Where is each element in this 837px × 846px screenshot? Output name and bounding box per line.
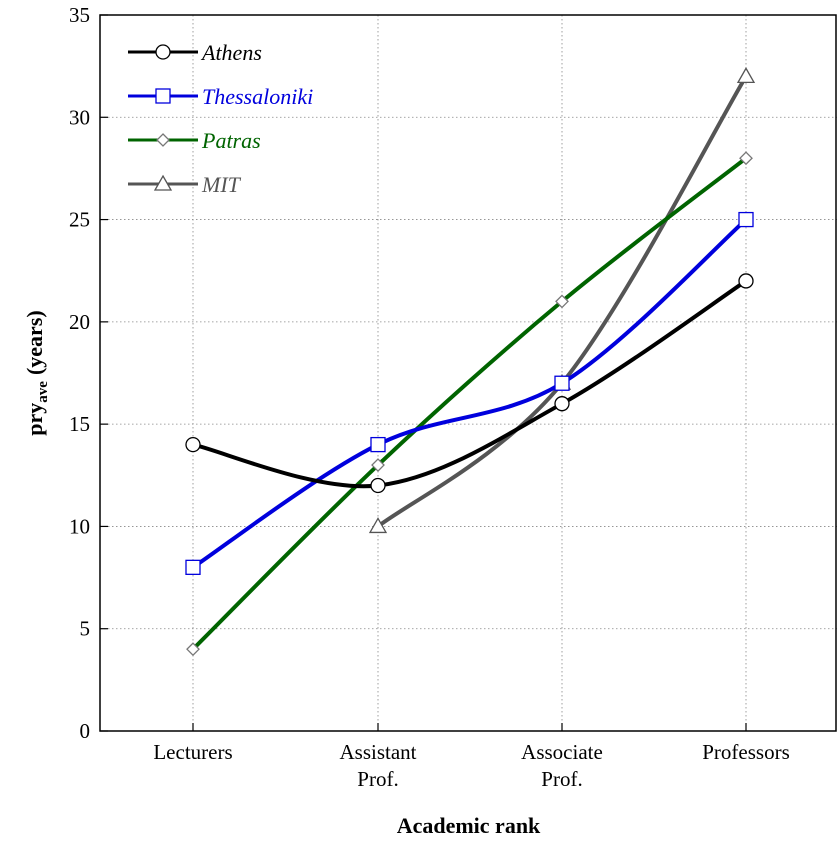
legend-marker [155, 88, 171, 104]
data-point-marker [185, 559, 201, 575]
x-tick-label: Assistant Prof. [339, 740, 416, 791]
y-axis-title-subscript: ave [35, 381, 51, 403]
y-tick-label: 10 [69, 514, 90, 538]
legend-marker [155, 44, 171, 60]
y-tick-label: 5 [80, 617, 91, 641]
series-thessaloniki [185, 211, 754, 575]
data-point-marker [185, 436, 201, 453]
legend-item: MIT [128, 172, 242, 197]
legend-label: MIT [201, 172, 242, 197]
grid-lines [100, 15, 837, 731]
legend-item: Athens [128, 40, 262, 65]
y-tick-label: 0 [80, 719, 91, 743]
x-tick-label: Associate Prof. [521, 740, 603, 791]
x-axis-title: Academic rank [397, 813, 541, 838]
data-point-marker [370, 477, 386, 494]
legend-marker [156, 133, 170, 147]
series-line [191, 217, 748, 570]
plot-frame [99, 14, 837, 732]
x-tick-label: Professors [702, 740, 790, 764]
legend-item: Thessaloniki [128, 84, 313, 109]
series-line [191, 278, 748, 489]
legend-marker [153, 174, 173, 191]
data-point-marker [555, 294, 569, 309]
x-axis-ticks: Lecturers Assistant Prof. Associate Prof. Pro… [153, 723, 790, 791]
data-point-marker [554, 375, 570, 391]
legend-item: Patras [128, 128, 261, 153]
x-tick-label: Lecturers [153, 740, 232, 764]
series-layer [185, 67, 756, 657]
series-athens [185, 273, 754, 494]
y-axis-title: pryave (years) [22, 310, 51, 435]
legend-label: Patras [201, 128, 261, 153]
y-tick-label: 15 [69, 412, 90, 436]
series-patras [186, 151, 753, 657]
y-axis-ticks: 0 5 10 15 20 25 30 35 [69, 3, 108, 743]
data-point-marker [554, 396, 570, 412]
data-point-marker [186, 642, 200, 657]
data-point-marker [736, 67, 756, 84]
y-tick-label: 35 [69, 3, 90, 27]
data-point-marker [738, 211, 754, 228]
legend-label: Athens [200, 40, 262, 65]
y-tick-label: 20 [69, 310, 90, 334]
legend-label: Thessaloniki [202, 84, 313, 109]
data-point-marker [370, 436, 386, 453]
y-tick-label: 30 [69, 105, 90, 129]
data-point-marker [368, 517, 388, 534]
y-axis-title-suffix: (years) [22, 310, 47, 375]
y-tick-label: 25 [69, 208, 90, 232]
legend: Athens Thessaloniki Patras MIT [128, 40, 313, 197]
y-axis-title-main: pry [22, 403, 47, 436]
data-point-marker [738, 273, 754, 289]
data-point-marker [739, 151, 753, 166]
data-point-marker [371, 458, 385, 472]
series-line [191, 156, 748, 652]
